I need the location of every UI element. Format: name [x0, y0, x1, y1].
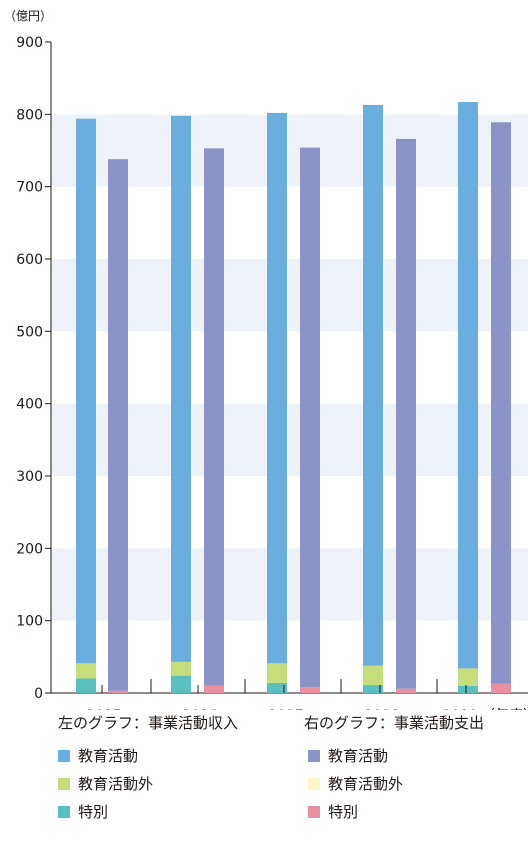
y-tick-label: 600	[16, 252, 43, 268]
legend-expense-non-education: 教育活動外	[308, 773, 403, 794]
expense-bar-2016-教育活動	[204, 148, 224, 686]
y-tick-label: 900	[16, 35, 43, 51]
legend-swatch-income-education	[58, 749, 70, 762]
legend-label-expense-special: 特別	[328, 803, 359, 821]
legend-income-special: 特別	[58, 801, 108, 822]
legend-swatch-expense-non-education	[308, 777, 320, 790]
income-bar-2019-特別	[458, 685, 478, 693]
grid-band	[51, 259, 528, 332]
grid-band	[51, 403, 528, 476]
x-tick-label: 2015	[86, 708, 122, 710]
bar-chart: 0 100 200 300 400 500 600 700 800 900 （億円） 2015 2016…	[4, 9, 528, 710]
income-bar-2018-特別	[363, 685, 383, 693]
expense-bar-2018-教育活動	[396, 138, 416, 689]
x-tick-label: 2017	[268, 708, 304, 710]
expense-bar-2018-特別	[396, 688, 416, 693]
y-tick-label: 0	[34, 686, 43, 702]
income-bar-2017-特別	[267, 682, 287, 693]
income-bar-2016-特別	[171, 675, 191, 693]
legend-label-expense-education: 教育活動	[328, 747, 389, 765]
income-bar-2019-教育活動外	[458, 668, 478, 686]
legend-swatch-income-non-education	[58, 777, 70, 790]
legend-expense-special: 特別	[308, 801, 358, 822]
legend-swatch-expense-special	[308, 805, 320, 818]
legend-label-income-non-education: 教育活動外	[78, 775, 154, 793]
income-bar-2018-教育活動外	[363, 665, 383, 686]
grid-band	[51, 114, 528, 187]
income-bar-2015-特別	[76, 678, 96, 693]
income-bar-2015-教育活動	[76, 118, 96, 664]
x-tick-label: 2019	[442, 708, 478, 710]
legend-label-income-special: 特別	[78, 803, 109, 821]
legend-label-income-education: 教育活動	[78, 747, 139, 765]
y-tick-label: 300	[16, 469, 43, 485]
y-tick-label: 200	[16, 541, 43, 557]
legend-swatch-expense-education	[308, 749, 320, 762]
legend-swatch-income-special	[58, 805, 70, 818]
income-bar-2017-教育活動	[267, 112, 287, 664]
x-year-suffix: （年度）	[481, 708, 528, 710]
expense-bar-2015-特別	[108, 690, 128, 693]
income-bar-2017-教育活動外	[267, 663, 287, 683]
expense-bar-2019-教育活動	[491, 122, 511, 684]
income-bar-2016-教育活動	[171, 115, 191, 662]
y-unit-label: （億円）	[4, 9, 52, 23]
expense-bar-2015-教育活動	[108, 159, 128, 691]
expense-bar-2017-特別	[300, 687, 320, 693]
expense-bar-2017-教育活動	[300, 147, 320, 688]
legend-expense-education: 教育活動	[308, 745, 388, 766]
expense-bar-2019-特別	[491, 683, 511, 693]
grid-band	[51, 548, 528, 621]
x-tick-label: 2016	[182, 708, 218, 710]
expense-bar-2016-特別	[204, 685, 224, 693]
y-tick-label: 500	[16, 324, 43, 340]
x-tick-label: 2018	[364, 708, 400, 710]
income-bar-2019-教育活動	[458, 102, 478, 669]
legend-income-non-education: 教育活動外	[58, 773, 153, 794]
y-tick-label: 100	[16, 614, 43, 630]
income-bar-2015-教育活動外	[76, 663, 96, 679]
legend-income-education: 教育活動	[58, 745, 138, 766]
expense-caption: 右のグラフ：事業活動支出	[304, 714, 485, 732]
income-bar-2016-教育活動外	[171, 661, 191, 676]
y-tick-label: 800	[16, 107, 43, 123]
income-bar-2018-教育活動	[363, 104, 383, 666]
income-caption: 左のグラフ：事業活動収入	[58, 714, 239, 732]
y-tick-label: 700	[16, 180, 43, 196]
legend-label-expense-non-education: 教育活動外	[328, 775, 404, 793]
y-tick-label: 400	[16, 397, 43, 413]
